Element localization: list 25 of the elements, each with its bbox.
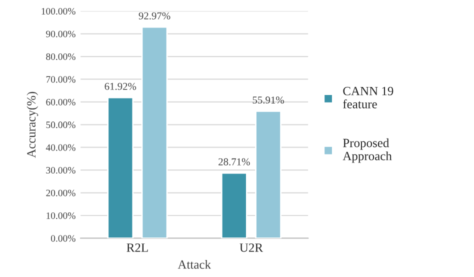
y-axis-title: Accuracy(%) xyxy=(26,92,38,158)
x-tick-label: U2R xyxy=(240,243,264,252)
data-label: 92.97% xyxy=(138,12,170,20)
legend-label: CANN 19 feature xyxy=(343,86,394,108)
x-tick-label: R2L xyxy=(126,243,148,252)
y-tick-label: 10.00% xyxy=(46,212,76,220)
y-tick-label: 50.00% xyxy=(46,122,76,128)
data-label: 55.91% xyxy=(252,96,284,104)
y-tick-label: 70.00% xyxy=(46,76,76,83)
y-tick-label: 100.00% xyxy=(42,8,76,15)
y-tick-label: 0.00% xyxy=(50,235,76,242)
data-label: 28.71% xyxy=(218,158,250,166)
legend-label: Proposed Approach xyxy=(342,138,392,163)
bar xyxy=(255,110,282,238)
x-axis-title: Attack xyxy=(178,260,211,269)
data-label: 61.92% xyxy=(104,82,136,90)
bar xyxy=(220,172,248,238)
y-tick-label: 30.00% xyxy=(46,166,76,174)
bar xyxy=(141,26,168,238)
y-tick-label: 20.00% xyxy=(46,190,76,196)
y-tick-label: 90.00% xyxy=(46,30,76,38)
y-tick-label: 40.00% xyxy=(46,144,76,151)
y-tick-label: 80.00% xyxy=(46,53,76,60)
y-tick-label: 60.00% xyxy=(46,98,76,106)
bar xyxy=(107,96,134,238)
